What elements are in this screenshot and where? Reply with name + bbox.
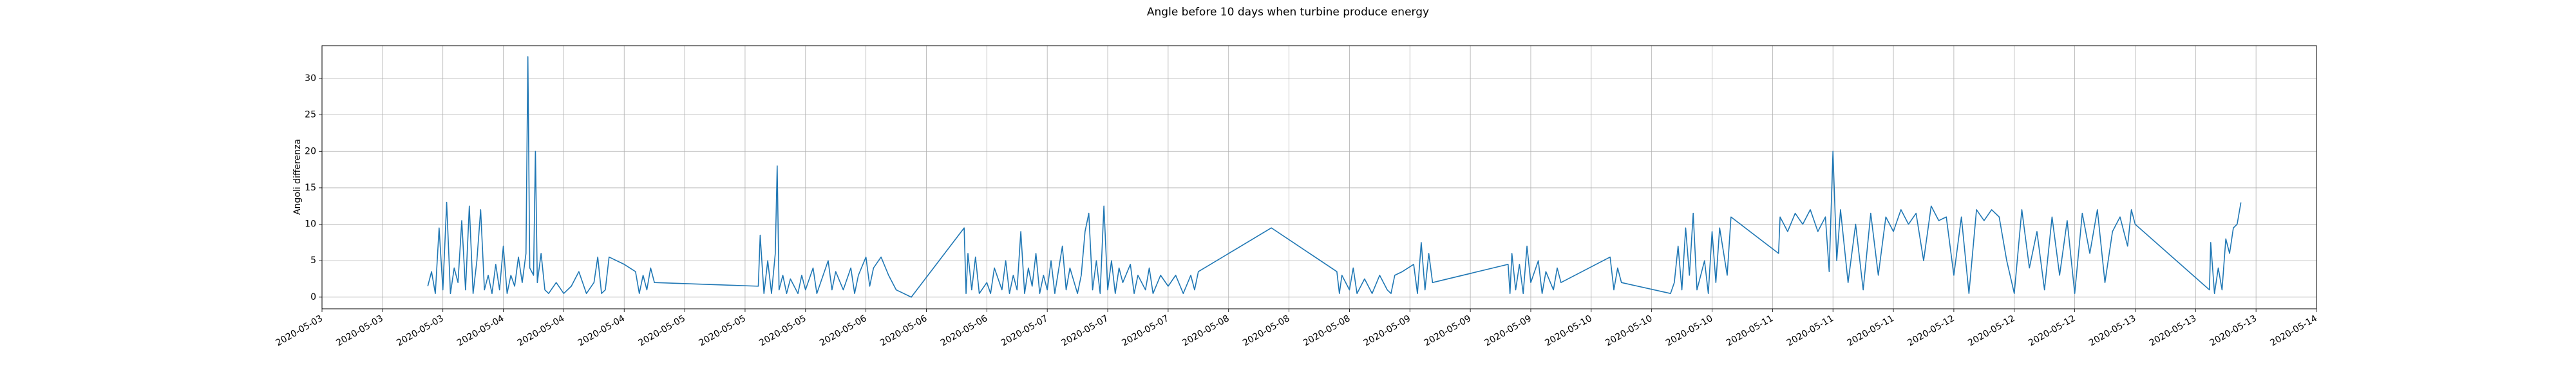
x-tick-label: 2020-05-10 — [1604, 313, 1654, 349]
x-tick-label: 2020-05-11 — [1785, 313, 1835, 349]
x-tick-label: 2020-05-13 — [2087, 313, 2137, 349]
x-tick-label: 2020-05-06 — [818, 313, 869, 349]
x-tick-label: 2020-05-03 — [395, 313, 445, 349]
y-tick-label: 30 — [305, 73, 316, 84]
x-tick-label: 2020-05-12 — [1966, 313, 2016, 349]
x-tick-label: 2020-05-03 — [274, 313, 325, 349]
x-tick-label: 2020-05-10 — [1543, 313, 1593, 349]
x-tick-label: 2020-05-09 — [1423, 313, 1473, 349]
x-tick-label: 2020-05-08 — [1302, 313, 1352, 349]
x-tick-label: 2020-05-08 — [1241, 313, 1291, 349]
x-tick-label: 2020-05-03 — [334, 313, 384, 349]
x-tick-label: 2020-05-07 — [1120, 313, 1170, 349]
x-tick-label: 2020-05-13 — [2148, 313, 2198, 349]
x-tick-label: 2020-05-10 — [1664, 313, 1714, 349]
x-tick-label: 2020-05-07 — [1060, 313, 1110, 349]
y-axis-label: Angoli differenza — [292, 139, 303, 215]
y-tick-label: 20 — [305, 146, 316, 156]
y-tick-label: 0 — [310, 292, 316, 302]
x-tick-label: 2020-05-05 — [697, 313, 747, 349]
x-tick-label: 2020-05-06 — [939, 313, 990, 349]
y-tick-label: 15 — [305, 183, 316, 193]
x-tick-label: 2020-05-04 — [576, 313, 627, 349]
chart-title: Angle before 10 days when turbine produc… — [1147, 6, 1429, 19]
x-tick-label: 2020-05-09 — [1482, 313, 1533, 349]
x-tick-label: 2020-05-14 — [2269, 313, 2320, 349]
x-tick-label: 2020-05-11 — [1725, 313, 1775, 349]
grid-layer — [321, 46, 2317, 309]
x-tick-label: 2020-05-05 — [637, 313, 687, 349]
x-tick-label: 2020-05-04 — [455, 313, 506, 349]
y-tick-label: 25 — [305, 110, 316, 120]
x-tick-label: 2020-05-07 — [999, 313, 1050, 349]
y-tick-label: 5 — [310, 255, 316, 266]
x-tick-label: 2020-05-05 — [757, 313, 808, 349]
data-line — [427, 56, 2242, 298]
x-tick-label: 2020-05-11 — [1846, 313, 1896, 349]
x-tick-label: 2020-05-12 — [2027, 313, 2077, 349]
x-tick-label: 2020-05-09 — [1362, 313, 1412, 349]
x-tick-label: 2020-05-13 — [2208, 313, 2259, 349]
x-tick-label: 2020-05-06 — [878, 313, 929, 349]
x-tick-label: 2020-05-12 — [1906, 313, 1956, 349]
x-tick-label: 2020-05-08 — [1180, 313, 1231, 349]
x-tick-label: 2020-05-04 — [516, 313, 567, 349]
y-tick-label: 10 — [305, 219, 316, 230]
plot-frame — [321, 45, 2317, 309]
